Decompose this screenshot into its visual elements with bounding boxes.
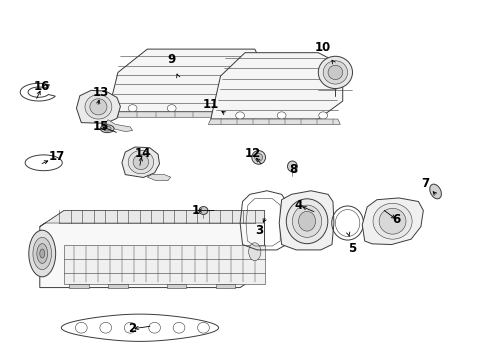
Text: 11: 11 [203,98,219,111]
Text: 16: 16 [34,80,50,93]
Ellipse shape [236,112,245,119]
Ellipse shape [40,249,45,258]
Text: 7: 7 [422,177,430,190]
Ellipse shape [252,150,266,164]
Polygon shape [362,198,423,244]
Polygon shape [122,147,159,177]
Text: 4: 4 [294,199,303,212]
Polygon shape [69,284,89,288]
Ellipse shape [100,322,112,333]
Ellipse shape [430,184,441,199]
Ellipse shape [124,322,136,333]
Ellipse shape [319,112,328,119]
Polygon shape [167,284,186,288]
Ellipse shape [167,105,176,112]
Polygon shape [216,284,235,288]
Ellipse shape [173,322,185,333]
Ellipse shape [103,126,111,131]
Ellipse shape [255,153,263,161]
Polygon shape [279,191,334,250]
Text: 12: 12 [244,147,261,159]
Text: 15: 15 [93,120,109,133]
Ellipse shape [328,65,343,80]
Ellipse shape [221,105,230,112]
Ellipse shape [100,125,114,133]
Ellipse shape [318,56,352,89]
Polygon shape [40,211,265,288]
Text: 5: 5 [348,242,357,255]
Ellipse shape [373,203,412,239]
Ellipse shape [75,322,87,333]
Ellipse shape [128,105,137,112]
Ellipse shape [85,95,112,119]
Ellipse shape [128,150,154,174]
Text: 2: 2 [128,322,137,335]
Ellipse shape [133,154,149,170]
Ellipse shape [37,244,48,264]
Text: 9: 9 [168,53,176,66]
Ellipse shape [286,199,328,244]
Text: 6: 6 [392,213,401,226]
Text: 13: 13 [93,86,109,99]
Polygon shape [208,119,340,125]
Ellipse shape [29,230,56,277]
Polygon shape [64,244,265,284]
Text: 17: 17 [49,150,65,163]
Text: 1: 1 [192,204,200,217]
Polygon shape [40,211,265,226]
Text: 3: 3 [256,224,264,237]
Polygon shape [106,120,133,132]
Polygon shape [108,284,128,288]
Ellipse shape [149,322,160,333]
Ellipse shape [33,237,51,270]
Ellipse shape [323,61,347,84]
Polygon shape [76,90,121,123]
Ellipse shape [277,112,286,119]
Polygon shape [108,49,265,112]
Ellipse shape [248,243,261,261]
Text: 10: 10 [315,41,331,54]
Text: 14: 14 [134,147,150,159]
Ellipse shape [197,322,209,333]
Ellipse shape [298,211,316,231]
Ellipse shape [90,99,107,115]
Ellipse shape [293,205,322,237]
Text: 8: 8 [290,163,298,176]
Ellipse shape [288,161,297,172]
Polygon shape [147,174,171,181]
Polygon shape [106,112,257,117]
Ellipse shape [199,207,208,215]
Ellipse shape [379,208,406,234]
Polygon shape [211,53,343,119]
